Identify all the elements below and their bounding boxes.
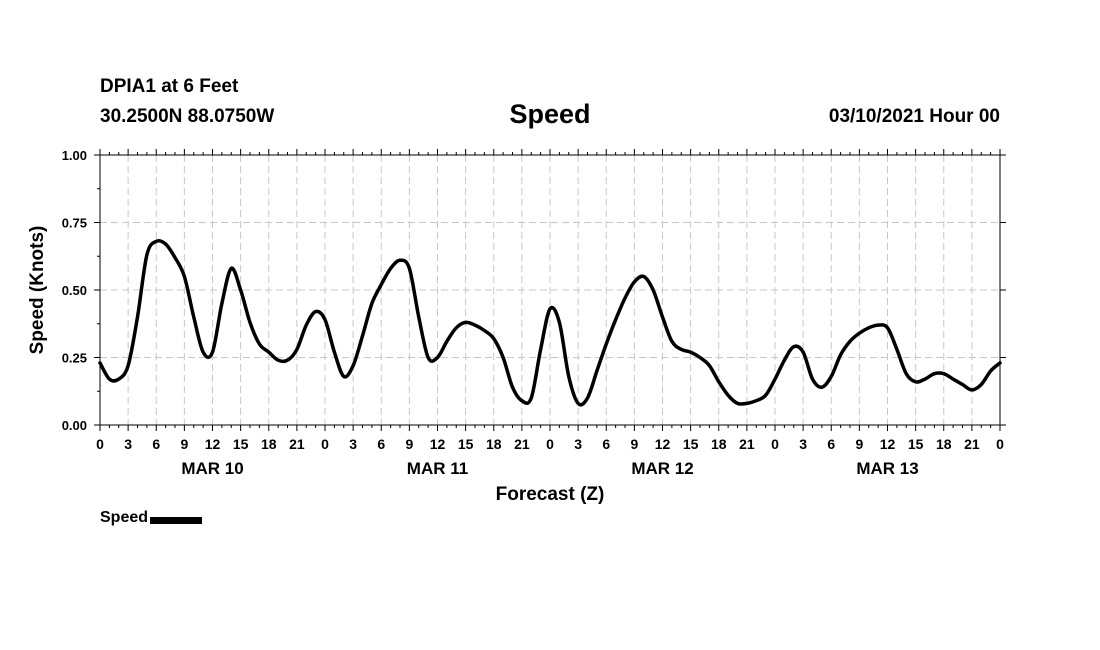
- x-tick-label: 0: [96, 436, 104, 452]
- x-tick-label: 6: [152, 436, 160, 452]
- x-tick-label: 15: [683, 436, 699, 452]
- y-tick-label: 0.75: [62, 216, 87, 231]
- y-tick-labels: 0.00 0.25 0.50 0.75 1.00: [62, 148, 87, 433]
- y-tick-label: 0.25: [62, 351, 87, 366]
- y-tick-label: 1.00: [62, 148, 87, 163]
- x-tick-label: 21: [739, 436, 755, 452]
- date-label: MAR 11: [407, 459, 468, 478]
- x-tick-label: 15: [908, 436, 924, 452]
- x-tick-label: 12: [430, 436, 446, 452]
- x-tick-label: 18: [711, 436, 727, 452]
- legend-swatch: [150, 516, 203, 524]
- plot-frame: [99, 154, 1001, 426]
- x-tick-label: 0: [321, 436, 329, 452]
- x-tick-label: 3: [799, 436, 807, 452]
- legend: Speed: [100, 509, 203, 527]
- date-labels: MAR 10 MAR 11 MAR 12 MAR 13: [181, 459, 918, 478]
- x-tick-label: 6: [602, 436, 610, 452]
- grid-lines: [100, 155, 1000, 425]
- station-name: DPIA1 at 6 Feet: [100, 76, 239, 97]
- x-tick-label: 3: [574, 436, 582, 452]
- y-axis-label: Speed (Knots): [27, 226, 48, 355]
- x-tick-label: 12: [880, 436, 896, 452]
- date-label: MAR 13: [856, 459, 918, 478]
- x-tick-label: 3: [349, 436, 357, 452]
- x-tick-label: 0: [996, 436, 1004, 452]
- x-tick-label: 6: [377, 436, 385, 452]
- legend-label: Speed: [100, 509, 149, 526]
- speed-series-line: [98, 238, 1002, 407]
- x-tick-label: 0: [546, 436, 554, 452]
- x-tick-label: 12: [205, 436, 221, 452]
- x-tick-label: 15: [458, 436, 474, 452]
- x-tick-label: 6: [827, 436, 835, 452]
- x-tick-label: 0: [771, 436, 779, 452]
- x-tick-label: 9: [630, 436, 638, 452]
- x-tick-label: 9: [855, 436, 863, 452]
- x-tick-label: 21: [514, 436, 530, 452]
- x-axis-label: Forecast (Z): [496, 484, 605, 505]
- x-tick-label: 3: [124, 436, 132, 452]
- date-label: MAR 12: [631, 459, 693, 478]
- x-tick-label: 21: [964, 436, 980, 452]
- x-tick-label: 9: [180, 436, 188, 452]
- date-label: MAR 10: [181, 459, 243, 478]
- x-tick-labels: 0 3 6 9 12 15 18 21 0 3 6 9 12 15 18 21 0 3 6 9 12 15 18 21 0 3 6 9…: [96, 436, 1004, 452]
- forecast-run-time: 03/10/2021 Hour 00: [828, 106, 1000, 127]
- x-tick-label: 18: [486, 436, 502, 452]
- x-tick-label: 18: [261, 436, 277, 452]
- x-tick-label: 21: [289, 436, 305, 452]
- x-tick-label: 18: [936, 436, 952, 452]
- chart-title: Speed: [509, 99, 591, 129]
- y-tick-label: 0.50: [62, 283, 87, 298]
- x-tick-label: 12: [655, 436, 671, 452]
- x-tick-label: 15: [233, 436, 249, 452]
- x-tick-label: 9: [405, 436, 413, 452]
- station-coordinates: 30.2500N 88.0750W: [100, 106, 275, 127]
- y-tick-label: 0.00: [62, 418, 87, 433]
